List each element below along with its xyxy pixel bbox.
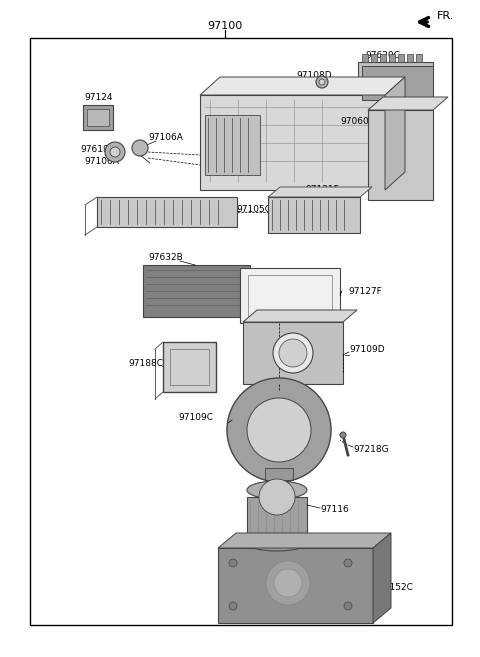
Text: 97127F: 97127F [348, 286, 382, 296]
Bar [200, 95, 385, 190]
Ellipse shape [247, 535, 307, 551]
Circle shape [340, 432, 346, 438]
Circle shape [316, 76, 328, 88]
Bar [143, 265, 250, 317]
Ellipse shape [247, 481, 307, 499]
Circle shape [344, 602, 352, 610]
Text: 97218G: 97218G [353, 445, 389, 455]
Circle shape [266, 561, 310, 605]
Circle shape [247, 398, 311, 462]
Polygon shape [268, 187, 372, 197]
Bar [97, 197, 237, 227]
Polygon shape [243, 310, 357, 322]
Bar [205, 115, 260, 175]
Bar [371, 54, 377, 62]
Text: 97620C: 97620C [365, 51, 400, 60]
Circle shape [259, 479, 295, 515]
Text: 97121F: 97121F [305, 185, 339, 194]
Circle shape [110, 147, 120, 157]
Text: 97106A: 97106A [84, 158, 119, 166]
Text: 97152C: 97152C [378, 583, 413, 591]
Circle shape [105, 142, 125, 162]
Bar [170, 349, 209, 385]
Polygon shape [368, 97, 448, 110]
Bar [265, 468, 293, 480]
Circle shape [132, 140, 148, 156]
Circle shape [279, 339, 307, 367]
Text: 97109D: 97109D [349, 344, 384, 353]
Text: 97105C: 97105C [236, 206, 271, 214]
Polygon shape [218, 533, 391, 548]
Text: 97116: 97116 [320, 505, 349, 514]
Bar [362, 66, 433, 100]
Bar [240, 268, 340, 323]
Bar [218, 548, 373, 623]
Text: 97109A: 97109A [380, 104, 415, 112]
Polygon shape [385, 77, 405, 190]
Bar [368, 110, 433, 200]
Bar [268, 197, 360, 233]
Bar [416, 54, 422, 62]
Circle shape [344, 559, 352, 567]
Bar [248, 275, 332, 316]
Text: 97121H: 97121H [307, 83, 342, 93]
Text: 97124: 97124 [84, 93, 112, 102]
Bar [380, 54, 386, 62]
Circle shape [319, 79, 325, 85]
Circle shape [273, 333, 313, 373]
Polygon shape [200, 77, 405, 95]
Bar [362, 54, 368, 62]
Text: 97619: 97619 [80, 145, 109, 154]
Text: 97109C: 97109C [178, 413, 213, 422]
Text: 97632B: 97632B [148, 254, 183, 263]
Polygon shape [373, 533, 391, 623]
Bar [407, 54, 413, 62]
Circle shape [229, 602, 237, 610]
Bar [247, 497, 307, 542]
Circle shape [229, 559, 237, 567]
Bar [389, 54, 395, 62]
Bar [30, 38, 452, 625]
Bar [398, 54, 404, 62]
Bar [87, 109, 109, 126]
Text: 97108D: 97108D [296, 70, 332, 79]
Text: FR.: FR. [437, 11, 455, 21]
Bar [83, 105, 113, 130]
Circle shape [274, 569, 302, 597]
Bar [243, 322, 343, 384]
Bar [358, 62, 433, 104]
Text: 97060E: 97060E [340, 118, 374, 127]
Text: 97100: 97100 [207, 21, 242, 31]
Text: 97188C: 97188C [128, 359, 163, 367]
Text: 97106A: 97106A [148, 133, 183, 143]
Bar [163, 342, 216, 392]
